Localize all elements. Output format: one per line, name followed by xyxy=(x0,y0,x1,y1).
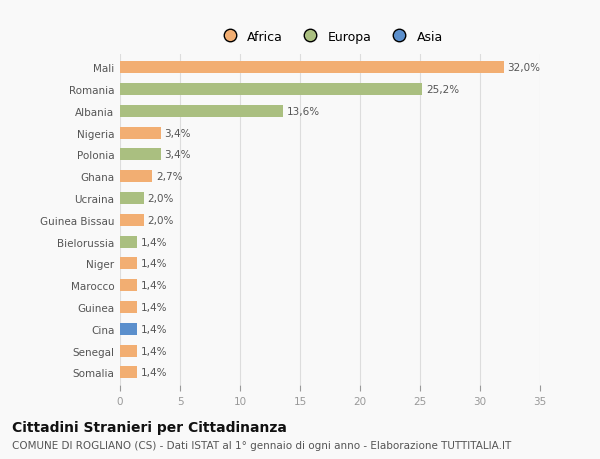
Text: 13,6%: 13,6% xyxy=(287,106,320,117)
Text: 3,4%: 3,4% xyxy=(164,150,191,160)
Bar xyxy=(120,149,161,161)
Bar xyxy=(120,236,137,248)
Text: 1,4%: 1,4% xyxy=(140,237,167,247)
Bar xyxy=(120,280,137,291)
Text: 25,2%: 25,2% xyxy=(426,85,459,95)
Text: 2,0%: 2,0% xyxy=(148,194,174,204)
Bar xyxy=(120,323,137,335)
Text: 1,4%: 1,4% xyxy=(140,302,167,312)
Legend: Africa, Europa, Asia: Africa, Europa, Asia xyxy=(215,28,445,46)
Text: 32,0%: 32,0% xyxy=(508,63,541,73)
Bar xyxy=(120,367,137,379)
Bar xyxy=(120,106,283,118)
Bar xyxy=(120,62,504,74)
Bar xyxy=(120,171,152,183)
Text: Cittadini Stranieri per Cittadinanza: Cittadini Stranieri per Cittadinanza xyxy=(12,420,287,434)
Text: 2,0%: 2,0% xyxy=(148,215,174,225)
Bar xyxy=(120,214,144,226)
Bar xyxy=(120,301,137,313)
Bar xyxy=(120,345,137,357)
Bar xyxy=(120,128,161,140)
Text: 1,4%: 1,4% xyxy=(140,368,167,377)
Bar xyxy=(120,84,422,96)
Text: 1,4%: 1,4% xyxy=(140,259,167,269)
Text: COMUNE DI ROGLIANO (CS) - Dati ISTAT al 1° gennaio di ogni anno - Elaborazione T: COMUNE DI ROGLIANO (CS) - Dati ISTAT al … xyxy=(12,440,511,450)
Text: 3,4%: 3,4% xyxy=(164,129,191,138)
Bar xyxy=(120,258,137,270)
Text: 1,4%: 1,4% xyxy=(140,280,167,291)
Text: 1,4%: 1,4% xyxy=(140,324,167,334)
Text: 1,4%: 1,4% xyxy=(140,346,167,356)
Text: 2,7%: 2,7% xyxy=(156,172,182,182)
Bar xyxy=(120,193,144,205)
